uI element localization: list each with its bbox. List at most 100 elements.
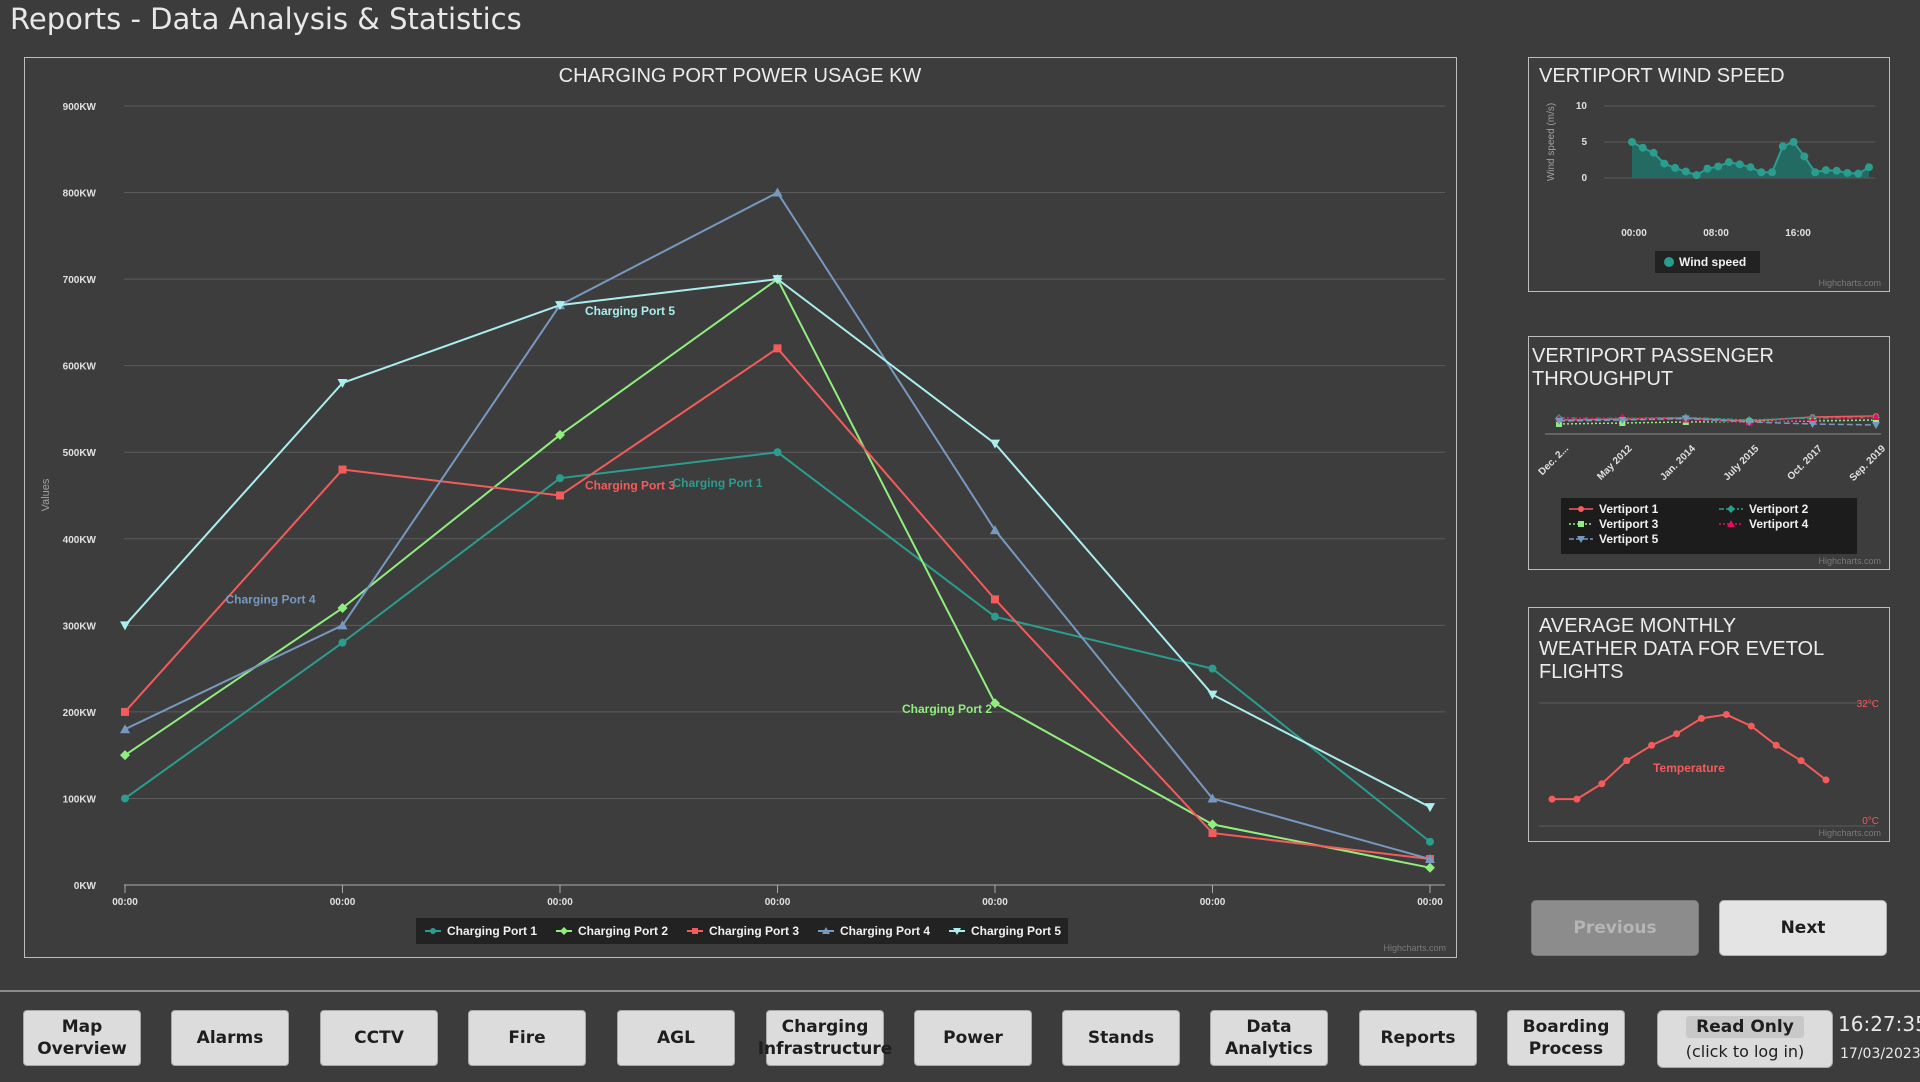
read-only-login-button[interactable]: Read Only (click to log in) — [1657, 1010, 1833, 1068]
passenger-legend-label: Vertiport 3 — [1599, 517, 1659, 531]
temperature-point — [1772, 741, 1780, 749]
main-y-tick-label: 600KW — [63, 362, 97, 373]
data-point-charging-port-4 — [1207, 793, 1218, 803]
annotation-charging-port-1: Charging Port 1 — [672, 476, 762, 490]
temperature-point — [1747, 722, 1755, 730]
passenger-chart-credit: Highcharts.com — [1818, 556, 1881, 566]
data-point-charging-port-4 — [120, 724, 130, 734]
passenger-x-tick-label: Dec. 2... — [1537, 443, 1572, 478]
nav-button-stands[interactable]: Stands — [1062, 1010, 1180, 1066]
passenger-x-tick-label: Sep. 2019 — [1848, 443, 1889, 484]
data-point-charging-port-4 — [337, 620, 348, 630]
nav-button-boarding-process[interactable]: Boarding Process — [1507, 1010, 1625, 1066]
passenger-legend-item-vertiport-3[interactable]: Vertiport 3 — [1569, 517, 1659, 531]
nav-button-map-overview[interactable]: Map Overview — [23, 1010, 141, 1066]
passenger-point-vertiport-4 — [1872, 413, 1880, 420]
main-x-tick-label: 00:00 — [765, 897, 791, 908]
legend-label: Charging Port 5 — [971, 924, 1061, 938]
clock-time: 16:27:35 — [1838, 1012, 1920, 1036]
legend-item-charging-port-1[interactable]: Charging Port 1 — [425, 924, 537, 938]
passenger-legend-item-vertiport-2[interactable]: Vertiport 2 — [1719, 502, 1809, 516]
main-y-tick-label: 900KW — [63, 102, 97, 113]
temperature-point — [1697, 714, 1705, 722]
nav-button-charging-infrastructure[interactable]: Charging Infrastructure — [758, 1010, 892, 1066]
nav-button-agl[interactable]: AGL — [617, 1010, 735, 1066]
legend-marker — [953, 928, 961, 935]
wind-data-point — [1768, 168, 1777, 177]
wind-legend-marker — [1664, 257, 1674, 267]
wind-data-point — [1811, 168, 1820, 177]
passenger-point-vertiport-5 — [1555, 418, 1563, 425]
main-y-tick-label: 700KW — [63, 275, 97, 286]
temperature-point — [1573, 795, 1581, 803]
passenger-legend-item-vertiport-1[interactable]: Vertiport 1 — [1569, 502, 1659, 516]
clock-date: 17/03/2023 — [1840, 1046, 1920, 1062]
annotation-charging-port-3: Charging Port 3 — [585, 479, 675, 493]
nav-button-power[interactable]: Power — [914, 1010, 1032, 1066]
wind-legend-item[interactable]: Wind speed — [1655, 251, 1760, 273]
weather-chart-title-line-3: FLIGHTS — [1539, 661, 1623, 683]
nav-button-reports[interactable]: Reports — [1359, 1010, 1477, 1066]
data-point-charging-port-2 — [1207, 819, 1218, 830]
passenger-line-vertiport-4 — [1558, 416, 1877, 424]
wind-data-point — [1649, 148, 1658, 157]
passenger-legend-marker — [1727, 505, 1735, 513]
legend-item-charging-port-2[interactable]: Charging Port 2 — [556, 924, 668, 938]
nav-button-alarms[interactable]: Alarms — [171, 1010, 289, 1066]
wind-y-axis-title: Wind speed (m/s) — [1546, 103, 1557, 181]
passenger-legend-marker — [1727, 520, 1735, 527]
weather-chart-credit: Highcharts.com — [1818, 828, 1881, 838]
main-chart-title: CHARGING PORT POWER USAGE KW — [559, 65, 922, 87]
next-button[interactable]: Next — [1719, 900, 1887, 956]
legend-item-charging-port-4[interactable]: Charging Port 4 — [818, 924, 930, 938]
legend-label: Charging Port 1 — [447, 924, 537, 938]
legend-item-charging-port-3[interactable]: Charging Port 3 — [687, 924, 799, 938]
main-y-tick-label: 100KW — [63, 794, 97, 805]
wind-data-point — [1638, 143, 1647, 152]
legend-item-charging-port-5[interactable]: Charging Port 5 — [949, 924, 1061, 938]
nav-button-cctv[interactable]: CCTV — [320, 1010, 438, 1066]
passenger-x-tick-label: July 2015 — [1722, 443, 1762, 483]
wind-x-tick-label: 16:00 — [1785, 228, 1811, 239]
data-point-charging-port-1 — [1426, 837, 1434, 846]
temperature-point — [1673, 730, 1681, 738]
main-x-tick-label: 00:00 — [330, 897, 356, 908]
data-point-charging-port-3 — [991, 595, 999, 604]
data-point-charging-port-3 — [556, 491, 564, 500]
data-point-charging-port-5 — [1207, 690, 1218, 700]
wind-data-point — [1821, 166, 1830, 175]
series-line-charging-port-4 — [124, 191, 1431, 860]
data-point-charging-port-1 — [773, 448, 782, 457]
nav-button-data-analytics[interactable]: Data Analytics — [1210, 1010, 1328, 1066]
series-line-charging-port-2 — [124, 277, 1431, 869]
temperature-line — [1552, 713, 1827, 801]
passenger-chart-title-line1: VERTIPORT PASSENGER — [1532, 345, 1774, 367]
data-point-charging-port-3 — [773, 344, 782, 353]
data-point-charging-port-2 — [1425, 862, 1435, 873]
main-y-axis-title: Values — [40, 478, 52, 511]
passenger-x-tick-label: Jan. 2014 — [1658, 443, 1698, 483]
data-point-charging-port-5 — [1425, 803, 1435, 813]
data-point-charging-port-5 — [772, 275, 783, 285]
annotation-charging-port-4: Charging Port 4 — [225, 592, 315, 606]
wind-y-tick-label: 5 — [1581, 137, 1587, 148]
temperature-series-label: Temperature — [1653, 761, 1725, 775]
nav-button-fire[interactable]: Fire — [468, 1010, 586, 1066]
main-x-tick-label: 00:00 — [1417, 897, 1443, 908]
wind-data-point — [1757, 168, 1766, 177]
main-y-tick-label: 300KW — [63, 621, 97, 632]
wind-chart-title: VERTIPORT WIND SPEED — [1539, 65, 1785, 87]
passenger-legend-item-vertiport-5[interactable]: Vertiport 5 — [1569, 532, 1659, 546]
previous-button[interactable]: Previous — [1531, 900, 1699, 956]
data-point-charging-port-2 — [337, 603, 348, 614]
temperature-point — [1797, 757, 1805, 765]
data-point-charging-port-4 — [1425, 854, 1435, 864]
passenger-legend-background — [1561, 498, 1857, 554]
passenger-x-tick-label: Oct. 2017 — [1785, 443, 1825, 483]
data-point-charging-port-1 — [1208, 664, 1217, 673]
passenger-legend-item-vertiport-4[interactable]: Vertiport 4 — [1719, 517, 1809, 531]
legend-marker — [560, 927, 568, 935]
wind-data-point — [1735, 160, 1744, 169]
wind-data-point — [1628, 138, 1636, 146]
